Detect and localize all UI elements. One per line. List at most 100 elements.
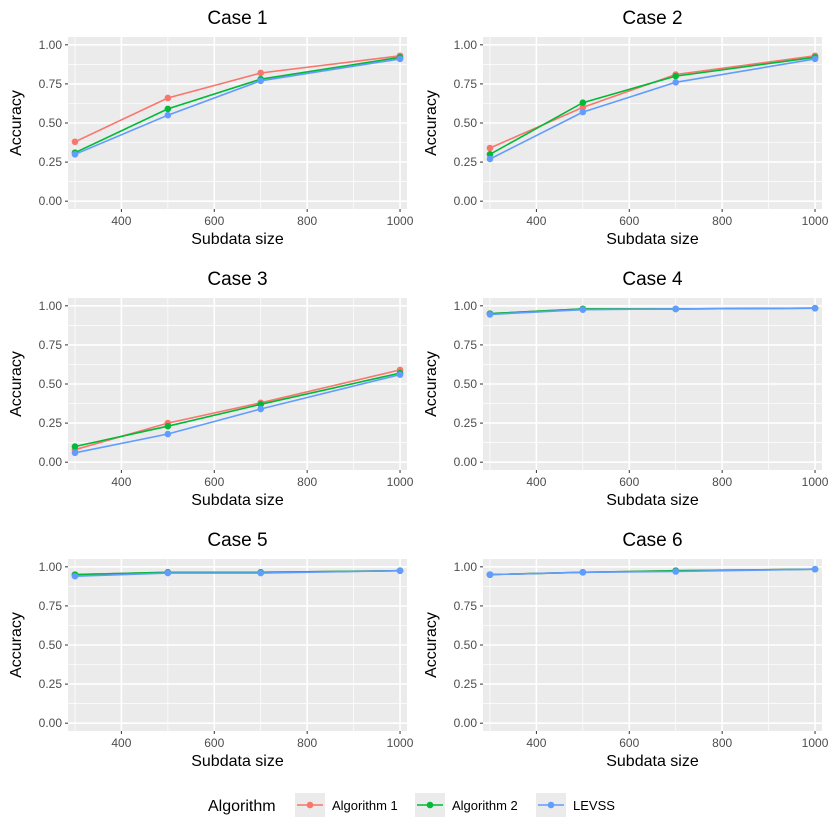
x-tick-label: 400 <box>526 475 546 489</box>
x-axis-title: Subdata size <box>191 753 284 770</box>
y-tick-label: 0.00 <box>39 455 63 469</box>
legend-label: LEVSS <box>573 798 615 813</box>
legend-title: Algorithm <box>208 798 276 815</box>
x-tick-label: 1000 <box>802 475 829 489</box>
series-line-algorithm-2 <box>489 56 816 155</box>
data-point-levss <box>164 111 172 119</box>
y-axis-title: Accuracy <box>8 351 25 417</box>
x-tick-label: 400 <box>111 214 131 228</box>
y-tick-label: 0.75 <box>39 338 63 352</box>
y-tick-label: 0.50 <box>39 377 63 391</box>
data-point-levss <box>579 568 587 576</box>
legend-label: Algorithm 1 <box>332 798 398 813</box>
data-point-algorithm-2 <box>672 72 680 80</box>
y-tick-label: 0.00 <box>454 194 478 208</box>
y-tick-label: 0.00 <box>454 455 478 469</box>
data-point-levss <box>811 565 819 573</box>
panel-5: 0.00 0.25 0.50 0.75 1.00 400 600 800 1000 Case 5 S… <box>8 530 414 770</box>
series-line-levss <box>489 307 816 316</box>
data-point-algorithm-2 <box>257 401 265 408</box>
data-point-levss <box>579 108 587 116</box>
panel-title: Case 2 <box>622 8 682 29</box>
y-tick-label: 0.25 <box>454 155 478 169</box>
panel-4: 0.00 0.25 0.50 0.75 1.00 400 600 800 1000 Case 4 S… <box>423 269 829 509</box>
x-axis-title: Subdata size <box>191 231 284 248</box>
y-axis-title: Accuracy <box>423 612 440 678</box>
x-axis-title: Subdata size <box>606 492 699 509</box>
y-tick-label: 1.00 <box>39 299 63 313</box>
y-tick-label: 0.50 <box>39 638 63 652</box>
legend-label: Algorithm 2 <box>452 798 518 813</box>
data-point-levss <box>486 311 494 318</box>
panel-title: Case 5 <box>207 530 267 551</box>
y-axis-title: Accuracy <box>423 90 440 156</box>
data-point-levss <box>71 572 79 580</box>
data-point-algorithm-1 <box>486 144 494 152</box>
y-tick-label: 0.00 <box>454 716 478 730</box>
data-point-levss <box>579 306 587 314</box>
series-line-levss <box>74 373 401 454</box>
legend-key-point <box>547 801 555 809</box>
data-point-algorithm-2 <box>164 105 172 113</box>
series-line-levss <box>74 569 401 577</box>
y-tick-label: 0.50 <box>454 638 478 652</box>
legend-item: Algorithm 1 <box>295 793 398 817</box>
data-point-algorithm-1 <box>71 138 79 146</box>
x-tick-label: 600 <box>204 475 224 489</box>
x-tick-label: 800 <box>712 475 732 489</box>
y-tick-label: 1.00 <box>39 560 63 574</box>
x-tick-label: 600 <box>204 736 224 750</box>
y-axis-title: Accuracy <box>423 351 440 417</box>
x-tick-label: 600 <box>204 214 224 228</box>
data-point-levss <box>257 405 265 413</box>
x-tick-label: 800 <box>297 214 317 228</box>
data-point-levss <box>396 567 404 575</box>
data-point-algorithm-1 <box>579 104 587 111</box>
legend-key-point <box>426 801 434 809</box>
data-point-levss <box>672 305 680 313</box>
data-point-algorithm-2 <box>486 150 494 158</box>
panel-3: 0.00 0.25 0.50 0.75 1.00 400 600 800 1000 Case 3 S… <box>8 269 414 509</box>
legend: Algorithm Algorithm 1 Algorithm 2 LEVSS <box>208 793 615 817</box>
x-axis-title: Subdata size <box>191 492 284 509</box>
data-point-levss <box>257 569 265 577</box>
panel-title: Case 4 <box>622 269 683 290</box>
series-line-levss <box>489 568 816 576</box>
y-tick-label: 0.25 <box>39 155 63 169</box>
data-point-levss <box>396 55 404 63</box>
y-tick-label: 0.50 <box>39 116 63 130</box>
data-point-levss <box>71 449 79 457</box>
x-tick-label: 600 <box>619 475 639 489</box>
y-tick-label: 0.00 <box>39 716 63 730</box>
series-line-levss <box>74 58 401 156</box>
data-point-levss <box>164 569 172 577</box>
y-tick-label: 0.25 <box>39 677 63 691</box>
panel-title: Case 1 <box>207 8 267 29</box>
data-point-levss <box>486 571 494 578</box>
x-tick-label: 800 <box>297 475 317 489</box>
x-tick-label: 800 <box>712 214 732 228</box>
panel-2: 0.00 0.25 0.50 0.75 1.00 400 600 800 1000 Case 2 S… <box>423 8 829 248</box>
legend-item: Algorithm 2 <box>415 793 518 817</box>
panel-title: Case 3 <box>207 269 267 290</box>
panel-6: 0.00 0.25 0.50 0.75 1.00 400 600 800 1000 Case 6 S… <box>423 530 829 770</box>
data-point-algorithm-1 <box>164 94 172 102</box>
data-point-levss <box>257 77 265 85</box>
panel-title: Case 6 <box>622 530 682 551</box>
y-tick-label: 1.00 <box>454 560 478 574</box>
x-tick-label: 600 <box>619 214 639 228</box>
data-point-levss <box>71 150 79 158</box>
y-axis-title: Accuracy <box>8 90 25 156</box>
panel-1: 0.00 0.25 0.50 0.75 1.00 400 600 800 1000 Case 1 S… <box>8 8 414 248</box>
y-tick-label: 0.75 <box>39 77 63 91</box>
x-tick-label: 1000 <box>387 736 414 750</box>
y-tick-label: 0.75 <box>454 338 478 352</box>
data-point-levss <box>164 430 172 438</box>
x-tick-label: 1000 <box>387 214 414 228</box>
x-tick-label: 1000 <box>802 214 829 228</box>
series-line-algorithm-1 <box>74 55 401 143</box>
y-tick-label: 0.50 <box>454 377 478 391</box>
data-point-algorithm-1 <box>257 69 265 77</box>
